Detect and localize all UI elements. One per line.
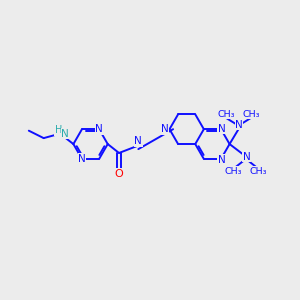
Text: N: N [218,124,226,134]
Text: CH₃: CH₃ [250,167,268,176]
Text: N: N [218,154,226,164]
Text: CH₃: CH₃ [217,110,235,119]
Text: N: N [243,152,250,161]
Text: N: N [78,154,86,164]
Text: CH₃: CH₃ [224,167,242,176]
Text: N: N [61,129,69,139]
Text: H: H [55,125,62,135]
Text: N: N [95,124,103,134]
Text: N: N [161,124,169,134]
Text: O: O [115,169,123,179]
Text: CH₃: CH₃ [242,110,260,119]
Text: N: N [134,136,142,146]
Text: N: N [235,120,243,130]
